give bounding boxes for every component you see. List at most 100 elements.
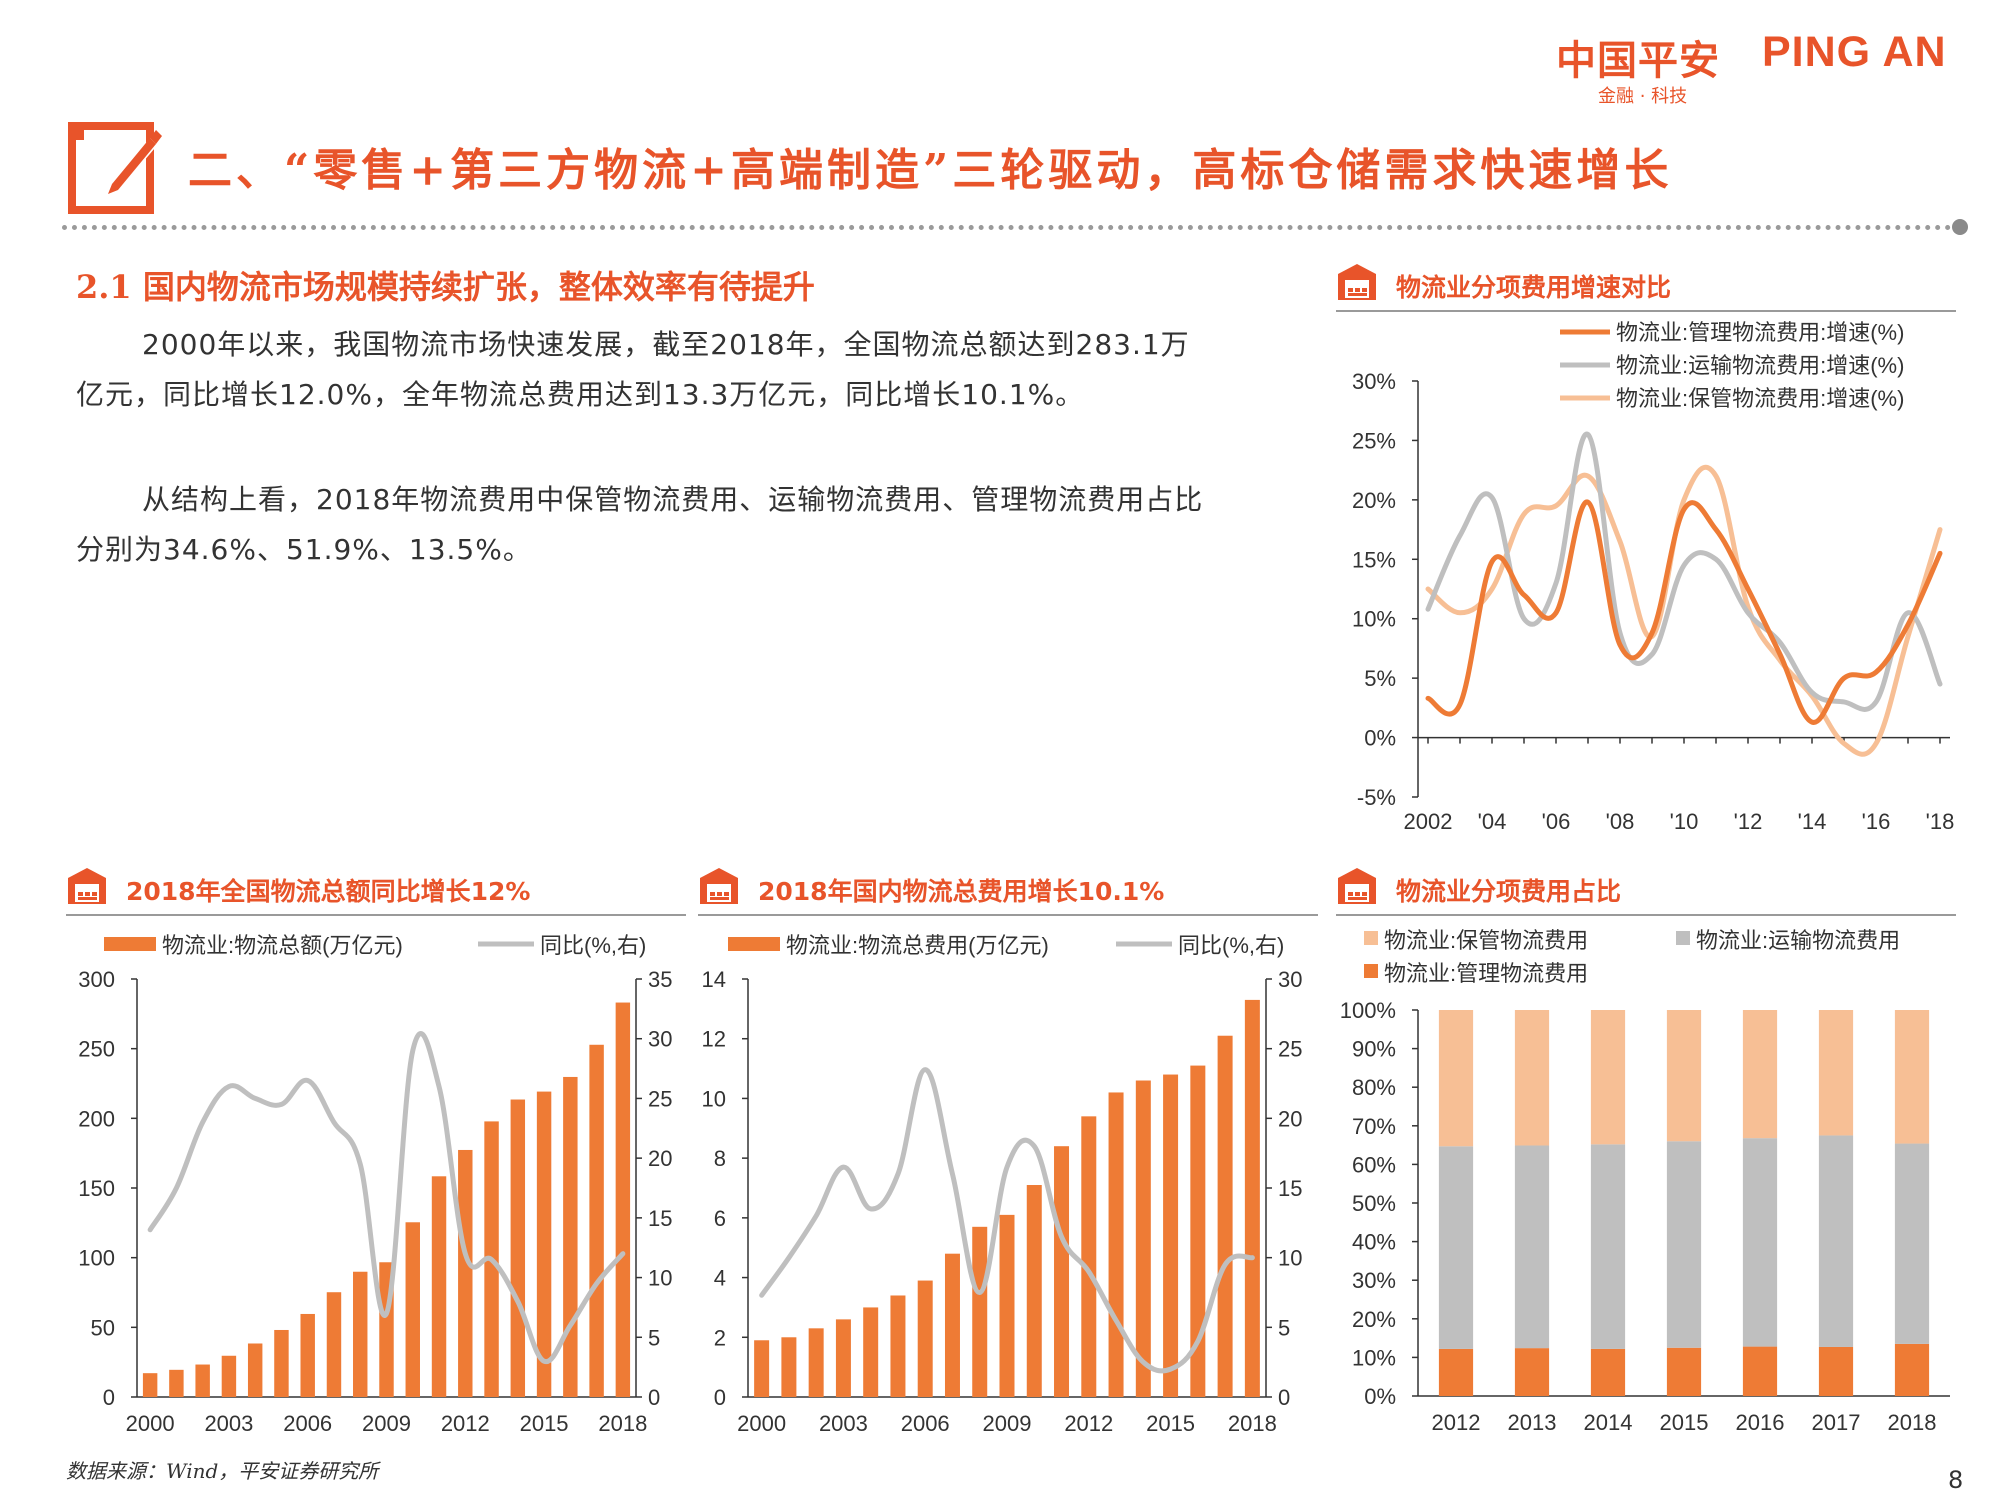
legend-label: 同比(%,右) (540, 933, 646, 958)
x-tick-label: 2015 (1146, 1411, 1195, 1436)
y-tick-label: 20% (1352, 1307, 1396, 1332)
chart-header-c4: 物流业分项费用占比 (1336, 866, 1956, 916)
bar (754, 1340, 770, 1397)
brand-slogan: 金融 · 科技 (1598, 86, 1688, 107)
y2-tick-label: 30 (648, 1027, 672, 1052)
stacked-segment-2 (1818, 1010, 1854, 1136)
y-tick-label: 15% (1352, 547, 1396, 572)
bar (510, 1099, 526, 1397)
x-tick-label: 2009 (983, 1411, 1032, 1436)
brand-logo-chinese: 中国平安 (1556, 38, 1720, 84)
bar (1244, 999, 1260, 1397)
x-tick-label: 2016 (1736, 1410, 1785, 1435)
stacked-segment-1 (1818, 1135, 1854, 1347)
x-tick-label: 2018 (1888, 1410, 1937, 1435)
y-tick-label: 25% (1352, 428, 1396, 453)
x-tick-label: 2012 (441, 1411, 490, 1436)
stacked-segment-1 (1590, 1144, 1626, 1349)
x-tick-label: '14 (1798, 809, 1827, 834)
y-tick-label: 50% (1352, 1191, 1396, 1216)
x-tick-label: 2013 (1508, 1410, 1557, 1435)
legend-label: 物流业:保管物流费用 (1384, 928, 1588, 953)
x-tick-label: '10 (1670, 809, 1699, 834)
x-tick-label: 2003 (819, 1411, 868, 1436)
stacked-segment-0 (1894, 1343, 1930, 1396)
bar (615, 1002, 631, 1397)
y-tick-label: 100 (78, 1246, 115, 1271)
y2-tick-label: 15 (1278, 1176, 1302, 1201)
legend-label: 物流业:保管物流费用:增速(%) (1616, 386, 1904, 411)
stacked-segment-2 (1666, 1010, 1702, 1142)
y-tick-label: 6 (714, 1206, 726, 1231)
y-tick-label: 80% (1352, 1075, 1396, 1100)
y-tick-label: 30% (1352, 369, 1396, 394)
bar (1081, 1116, 1097, 1397)
y-tick-label: 300 (78, 967, 115, 992)
x-tick-label: '12 (1734, 809, 1763, 834)
stacked-segment-2 (1438, 1010, 1474, 1147)
chart-header-rule (1336, 914, 1956, 916)
legend-swatch-bar (728, 937, 780, 951)
bar (247, 1343, 263, 1397)
x-tick-label: '18 (1926, 809, 1955, 834)
legend-swatch (1676, 931, 1690, 945)
x-tick-label: 2017 (1812, 1410, 1861, 1435)
y-tick-label: 2 (714, 1325, 726, 1350)
legend-swatch (1364, 964, 1378, 978)
bar (195, 1364, 210, 1397)
y-tick-label: 100% (1340, 998, 1396, 1023)
x-tick-label: '16 (1862, 809, 1891, 834)
series-line-1 (1425, 431, 1943, 712)
chart-title-c2: 2018年全国物流总额同比增长12% (126, 877, 531, 906)
section-title: 2.1 国内物流市场规模持续扩张，整体效率有待提升 (76, 268, 815, 306)
x-tick-label: 2012 (1064, 1411, 1113, 1436)
y-tick-label: 14 (702, 967, 726, 992)
bar (431, 1176, 447, 1397)
y2-tick-label: 10 (648, 1266, 672, 1291)
y-tick-label: 200 (78, 1106, 115, 1131)
x-tick-label: 2006 (283, 1411, 332, 1436)
y-tick-label: 20% (1352, 488, 1396, 513)
bar (781, 1337, 797, 1397)
chart-header-c3: 2018年国内物流总费用增长10.1% (698, 866, 1318, 916)
x-tick-label: 2000 (737, 1411, 786, 1436)
y2-tick-label: 5 (1278, 1315, 1290, 1340)
chart-header-c2: 2018年全国物流总额同比增长12% (66, 866, 686, 916)
stacked-segment-2 (1742, 1010, 1778, 1139)
page-title: 二、“零售+第三方物流+高端制造”三轮驱动，高标仓储需求快速增长 (188, 145, 1673, 196)
bar (458, 1149, 473, 1397)
legend-label: 物流业:管理物流费用 (1384, 961, 1588, 986)
bar (300, 1313, 315, 1397)
y-tick-label: 60% (1352, 1152, 1396, 1177)
stacked-segment-0 (1590, 1348, 1626, 1396)
y2-tick-label: 0 (1278, 1385, 1290, 1410)
bar (405, 1222, 420, 1397)
legend-label: 同比(%,右) (1178, 933, 1284, 958)
x-tick-label: 2009 (362, 1411, 411, 1436)
y-tick-label: 10% (1352, 607, 1396, 632)
x-tick-label: 2000 (126, 1411, 175, 1436)
bar (1217, 1035, 1233, 1397)
chart-header-rule (1336, 310, 1956, 312)
data-source-note: 数据来源：Wind，平安证券研究所 (66, 1459, 379, 1483)
bar (999, 1214, 1015, 1397)
stacked-segment-0 (1514, 1348, 1550, 1396)
bar (835, 1319, 851, 1397)
y2-tick-label: 15 (648, 1206, 672, 1231)
stacked-segment-1 (1666, 1141, 1702, 1348)
bar (863, 1307, 879, 1397)
pencil-icon (68, 122, 162, 214)
legend-label: 物流业:物流总额(万亿元) (162, 933, 403, 958)
bar (353, 1271, 368, 1397)
y2-tick-label: 20 (648, 1146, 672, 1171)
x-tick-label: 2012 (1432, 1410, 1481, 1435)
x-tick-label: 2018 (598, 1411, 647, 1436)
stacked-segment-1 (1894, 1143, 1930, 1344)
bar (589, 1044, 604, 1397)
x-tick-label: 2014 (1584, 1410, 1633, 1435)
stacked-segment-2 (1894, 1010, 1930, 1144)
bar (142, 1373, 158, 1397)
series-line-0 (1425, 499, 1943, 725)
paragraph-1: 2000年以来，我国物流市场快速发展，截至2018年，全国物流总额达到283.1… (76, 328, 1190, 411)
x-tick-label: '08 (1606, 809, 1635, 834)
